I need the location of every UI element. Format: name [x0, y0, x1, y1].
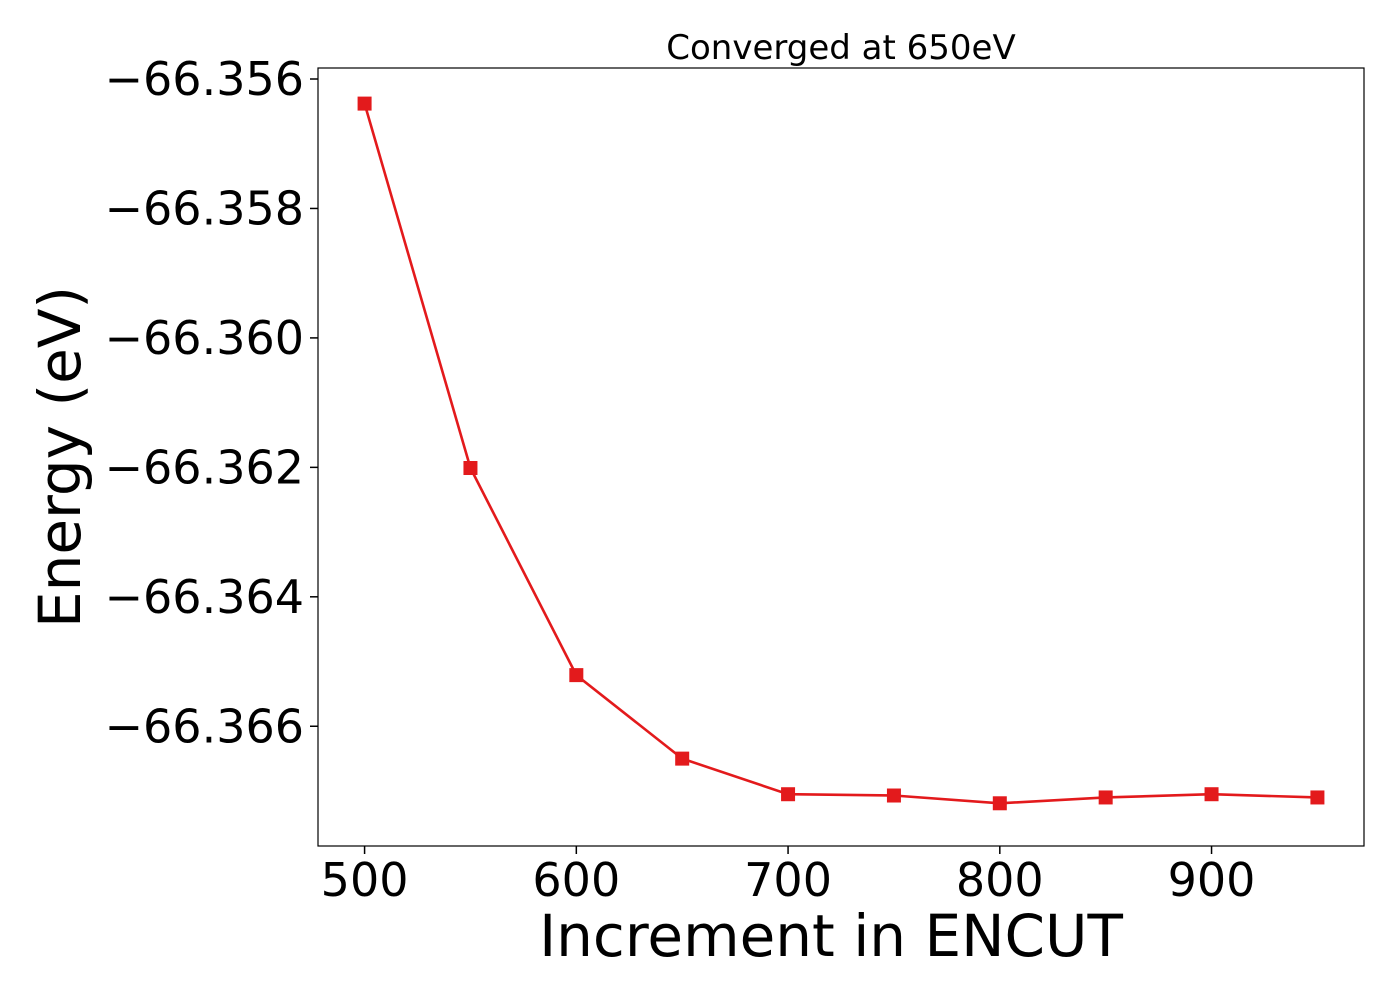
x-tick-label: 800	[956, 853, 1044, 907]
y-tick-label: −66.358	[105, 181, 305, 235]
data-point	[781, 787, 796, 802]
x-tick-label: 500	[321, 853, 409, 907]
x-tick-label: 900	[1168, 853, 1256, 907]
chart-title: Converged at 650eV	[666, 28, 1015, 68]
y-tick-label: −66.364	[105, 570, 305, 624]
y-tick-label: −66.362	[105, 440, 305, 494]
plot-area	[317, 67, 1365, 847]
data-point	[886, 788, 901, 803]
y-axis: −66.356 −66.358 −66.360 −66.362 −66.364 −66.3…	[105, 52, 318, 753]
data-point	[1204, 787, 1219, 802]
data-point	[992, 796, 1007, 811]
y-axis-label: Energy (eV)	[26, 286, 94, 628]
data-point	[1310, 790, 1325, 805]
data-point	[569, 668, 584, 683]
y-tick-label: −66.356	[105, 52, 305, 106]
series-line	[363, 103, 1318, 805]
data-point	[357, 96, 372, 111]
data-point	[675, 751, 690, 766]
y-tick-label: −66.366	[105, 699, 305, 753]
x-tick-label: 700	[744, 853, 832, 907]
data-point	[463, 461, 478, 476]
data-point	[1098, 790, 1113, 805]
y-tick-label: −66.360	[105, 311, 305, 365]
series-layer	[357, 96, 1325, 811]
x-axis-label: Increment in ENCUT	[539, 902, 1123, 970]
x-tick-label: 600	[532, 853, 620, 907]
x-axis: 500 600 700 800 900	[321, 846, 1256, 907]
